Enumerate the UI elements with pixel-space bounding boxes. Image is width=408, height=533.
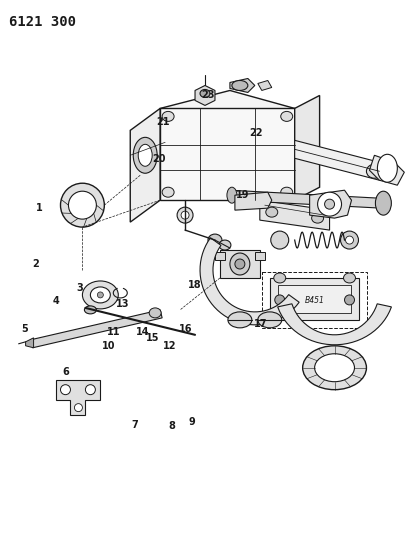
Ellipse shape — [149, 308, 161, 318]
Ellipse shape — [200, 90, 210, 98]
Text: 4: 4 — [52, 296, 59, 306]
Text: 12: 12 — [163, 341, 176, 351]
Text: 17: 17 — [254, 319, 268, 329]
Polygon shape — [260, 200, 330, 230]
Ellipse shape — [228, 312, 252, 328]
Ellipse shape — [344, 295, 355, 305]
Text: 21: 21 — [157, 117, 170, 127]
Bar — [262, 272, 368, 328]
Polygon shape — [310, 190, 352, 218]
Ellipse shape — [219, 240, 231, 250]
Polygon shape — [230, 190, 381, 208]
Ellipse shape — [235, 259, 245, 269]
Ellipse shape — [85, 385, 95, 394]
Ellipse shape — [227, 187, 237, 203]
Ellipse shape — [258, 312, 282, 328]
Ellipse shape — [98, 292, 103, 298]
Text: 18: 18 — [188, 280, 202, 290]
Text: 23: 23 — [201, 90, 215, 100]
Text: 19: 19 — [236, 190, 249, 200]
Polygon shape — [230, 78, 255, 92]
Text: 9: 9 — [188, 417, 195, 427]
Text: 13: 13 — [116, 298, 129, 309]
Ellipse shape — [275, 295, 285, 305]
Ellipse shape — [266, 207, 278, 217]
Text: 8: 8 — [168, 421, 175, 431]
Bar — [278, 285, 352, 313]
Ellipse shape — [208, 234, 222, 246]
Ellipse shape — [82, 281, 118, 309]
Ellipse shape — [271, 231, 289, 249]
Ellipse shape — [60, 385, 71, 394]
Text: 2: 2 — [32, 259, 39, 269]
Ellipse shape — [366, 164, 382, 178]
Polygon shape — [295, 140, 389, 180]
Ellipse shape — [230, 253, 250, 275]
Ellipse shape — [344, 273, 355, 283]
Text: 10: 10 — [102, 341, 115, 351]
Text: 11: 11 — [107, 327, 120, 337]
Polygon shape — [31, 310, 162, 348]
Ellipse shape — [60, 183, 104, 227]
Text: 7: 7 — [131, 420, 138, 430]
Ellipse shape — [138, 144, 152, 166]
Text: 14: 14 — [135, 327, 149, 337]
Ellipse shape — [325, 199, 335, 209]
Polygon shape — [295, 95, 319, 200]
Ellipse shape — [181, 211, 189, 219]
Ellipse shape — [303, 346, 366, 390]
Polygon shape — [195, 85, 215, 106]
Polygon shape — [55, 379, 100, 415]
Polygon shape — [200, 238, 299, 325]
Ellipse shape — [375, 191, 391, 215]
Polygon shape — [270, 278, 359, 320]
Text: 20: 20 — [153, 154, 166, 164]
Ellipse shape — [341, 231, 359, 249]
Ellipse shape — [162, 187, 174, 197]
Text: 3: 3 — [77, 283, 83, 293]
Ellipse shape — [377, 154, 397, 182]
Polygon shape — [26, 338, 33, 348]
Polygon shape — [220, 250, 260, 278]
Ellipse shape — [84, 306, 96, 314]
Text: 22: 22 — [249, 127, 263, 138]
Ellipse shape — [74, 403, 82, 411]
Polygon shape — [369, 155, 404, 185]
Ellipse shape — [346, 236, 353, 244]
Text: 5: 5 — [22, 324, 29, 334]
Ellipse shape — [177, 207, 193, 223]
Text: 6: 6 — [62, 367, 69, 377]
Polygon shape — [235, 192, 272, 210]
Text: 1: 1 — [36, 203, 43, 213]
Polygon shape — [255, 252, 265, 260]
Ellipse shape — [69, 191, 96, 219]
Text: B451: B451 — [305, 296, 324, 305]
Polygon shape — [160, 108, 295, 200]
Ellipse shape — [162, 111, 174, 122]
Ellipse shape — [281, 187, 293, 197]
Ellipse shape — [312, 213, 324, 223]
Polygon shape — [278, 304, 391, 345]
Ellipse shape — [315, 354, 355, 382]
Polygon shape — [130, 108, 160, 222]
Text: 16: 16 — [179, 324, 193, 334]
Text: 6121 300: 6121 300 — [9, 15, 75, 29]
Ellipse shape — [91, 287, 110, 303]
Text: 15: 15 — [146, 333, 160, 343]
Ellipse shape — [232, 80, 248, 91]
Polygon shape — [258, 80, 272, 91]
Polygon shape — [215, 252, 225, 260]
Ellipse shape — [133, 138, 157, 173]
Ellipse shape — [281, 111, 293, 122]
Ellipse shape — [274, 273, 286, 283]
Ellipse shape — [317, 192, 341, 216]
Polygon shape — [160, 91, 295, 131]
